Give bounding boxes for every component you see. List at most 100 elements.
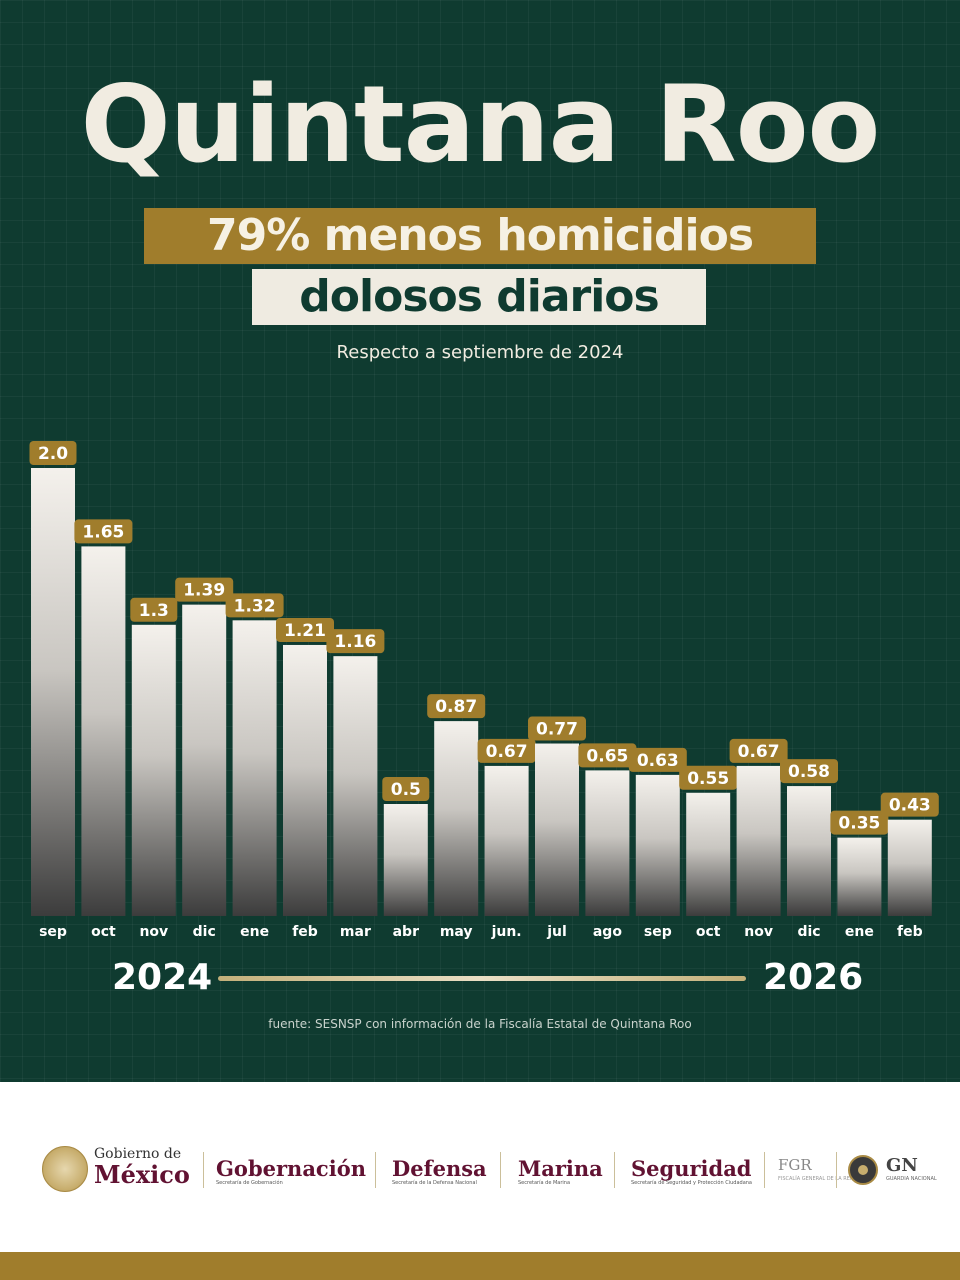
value-label-bg-4	[225, 593, 284, 618]
fgr-logo: FGR	[778, 1156, 812, 1174]
value-label-17: 0.43	[889, 796, 931, 816]
logo-divider	[500, 1152, 501, 1188]
category-label-11: ago	[593, 924, 622, 940]
category-label-1: oct	[91, 924, 116, 940]
value-label-bg-16	[830, 810, 889, 835]
bar-6	[333, 656, 378, 916]
bar-16	[837, 837, 882, 916]
value-label-bg-15	[780, 759, 838, 784]
value-label-4: 1.32	[234, 596, 276, 616]
gobernacion-logo: Gobernación	[216, 1156, 366, 1181]
source-note: fuente: SESNSP con información de la Fis…	[268, 1017, 692, 1031]
value-label-bg-7	[382, 777, 430, 801]
category-label-13: oct	[696, 924, 721, 940]
marina-logo: Marina	[518, 1156, 603, 1181]
bar-15	[787, 786, 831, 916]
logo-divider	[836, 1152, 837, 1188]
value-label-bg-11	[578, 743, 637, 768]
seguridad-logo: Seguridad	[631, 1156, 752, 1181]
logo-divider	[203, 1152, 204, 1188]
value-label-6: 1.16	[334, 632, 376, 652]
bar-17	[887, 819, 932, 916]
gobierno-label: Gobierno de	[94, 1146, 182, 1162]
bar-0	[31, 468, 75, 916]
bar-1	[81, 546, 126, 916]
value-label-12: 0.63	[637, 751, 679, 771]
value-label-9: 0.67	[486, 742, 528, 762]
bottom-gold-strip	[0, 1252, 960, 1280]
bar-8	[434, 721, 479, 916]
value-label-bg-0	[29, 441, 77, 465]
guardia-nacional-emblem-icon	[848, 1155, 878, 1185]
category-label-17: feb	[897, 924, 923, 940]
value-label-bg-10	[528, 716, 586, 741]
bar-9	[484, 765, 529, 916]
gobernacion-sub: Secretaría de Gobernación	[216, 1180, 283, 1186]
bar-7	[383, 804, 428, 916]
timeline-end-year: 2026	[763, 957, 864, 998]
fgr-sub: FISCALÍA GENERAL DE LA REPÚBLICA	[778, 1176, 872, 1182]
value-label-8: 0.87	[435, 697, 477, 717]
category-label-8: may	[440, 924, 473, 940]
value-label-bg-12	[628, 747, 687, 772]
category-label-10: jul	[546, 924, 567, 940]
value-label-5: 1.21	[284, 621, 326, 641]
value-label-3: 1.39	[183, 581, 225, 601]
value-label-1: 1.65	[82, 522, 124, 542]
gn-logo: GN	[886, 1155, 918, 1176]
bar-chart: 2.0 sep 1.65 oct 1.3 nov 1.39 dic 1.32 ene 1.21 feb…	[29, 441, 939, 940]
marina-sub: Secretaría de Marina	[518, 1180, 571, 1186]
headline-subject: dolosos diarios	[252, 269, 706, 325]
value-label-bg-8	[427, 694, 486, 719]
category-label-16: ene	[845, 924, 874, 940]
value-label-bg-17	[880, 792, 939, 817]
category-label-5: feb	[292, 924, 318, 940]
value-label-bg-6	[326, 629, 385, 654]
value-label-bg-1	[74, 519, 133, 544]
value-label-0: 2.0	[38, 444, 68, 464]
headline-percent: 79% menos homicidios	[144, 208, 816, 264]
logo-divider	[764, 1152, 765, 1188]
category-label-4: ene	[240, 924, 269, 940]
page-title: Quintana Roo	[80, 63, 881, 186]
bar-5	[283, 644, 327, 916]
value-label-7: 0.5	[391, 780, 421, 800]
value-label-11: 0.65	[586, 746, 628, 766]
value-label-13: 0.55	[687, 769, 729, 789]
timeline-line	[218, 976, 746, 981]
footer	[0, 1082, 960, 1280]
value-label-10: 0.77	[536, 720, 578, 740]
bar-14	[736, 765, 781, 916]
value-label-bg-13	[679, 765, 738, 790]
value-label-bg-3	[175, 577, 234, 602]
category-label-2: nov	[139, 924, 168, 940]
poster-panel: Quintana Roo 79% menos homicidios doloso…	[0, 0, 960, 1082]
value-label-bg-9	[477, 738, 536, 763]
headline-subtitle: Respecto a septiembre de 2024	[336, 342, 624, 363]
value-label-bg-2	[130, 597, 178, 622]
category-label-15: dic	[797, 924, 820, 940]
category-label-6: mar	[340, 924, 371, 940]
defensa-sub: Secretaría de la Defensa Nacional	[392, 1180, 477, 1186]
category-label-12: sep	[644, 924, 672, 940]
category-label-9: jun.	[491, 924, 522, 940]
category-label-3: dic	[193, 924, 216, 940]
value-label-14: 0.67	[738, 742, 780, 762]
bar-10	[535, 743, 579, 916]
category-label-14: nov	[744, 924, 773, 940]
logo-divider	[375, 1152, 376, 1188]
seguridad-sub: Secretaría de Seguridad y Protección Ciu…	[631, 1180, 753, 1186]
bar-13	[686, 792, 731, 916]
category-label-0: sep	[39, 924, 67, 940]
mexico-label: México	[94, 1160, 190, 1189]
value-label-2: 1.3	[139, 601, 169, 621]
bar-11	[585, 770, 630, 916]
value-label-15: 0.58	[788, 762, 830, 782]
category-label-7: abr	[393, 924, 419, 940]
logo-divider	[614, 1152, 615, 1188]
mexico-emblem-icon	[42, 1146, 88, 1192]
defensa-logo: Defensa	[392, 1156, 487, 1181]
gn-sub: GUARDIA NACIONAL	[886, 1176, 937, 1182]
value-label-16: 0.35	[838, 814, 880, 834]
value-label-bg-14	[729, 738, 788, 763]
